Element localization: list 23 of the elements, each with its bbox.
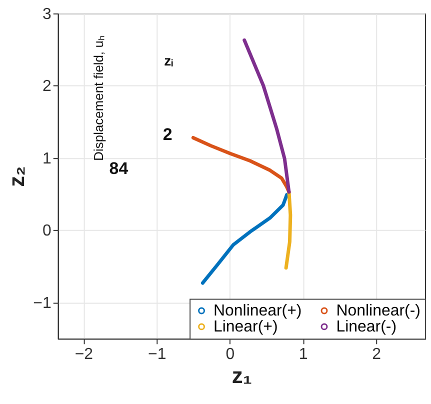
x-tick-label: −1 bbox=[148, 346, 166, 364]
legend-label: Linear(+) bbox=[214, 318, 278, 336]
y-tick-label: −1 bbox=[33, 295, 52, 312]
annotation: 2 bbox=[162, 125, 172, 144]
legend-label: Linear(-) bbox=[336, 318, 397, 336]
y-tick-label: 1 bbox=[42, 150, 52, 168]
y-tick-label: 2 bbox=[42, 78, 52, 96]
y-axis-title: z₂ bbox=[4, 166, 30, 187]
line-series bbox=[200, 193, 289, 285]
legend-label: Nonlinear(+) bbox=[214, 302, 302, 320]
legend-label: Nonlinear(-) bbox=[336, 302, 420, 320]
annotation: 84 bbox=[109, 159, 129, 178]
x-tick-label: 1 bbox=[298, 346, 308, 364]
line-series bbox=[242, 38, 291, 194]
x-tick-label: 2 bbox=[372, 346, 382, 364]
y-tick-label: 3 bbox=[42, 6, 52, 23]
x-tick-label: −2 bbox=[74, 346, 94, 364]
annotation: zᵢ bbox=[164, 52, 174, 68]
x-axis-title: z₁ bbox=[232, 363, 252, 388]
line-series bbox=[284, 190, 292, 270]
annotation: Displacement field, uₕ bbox=[90, 36, 106, 161]
y-tick-label: 0 bbox=[42, 222, 52, 240]
x-tick-label: 0 bbox=[226, 346, 235, 364]
